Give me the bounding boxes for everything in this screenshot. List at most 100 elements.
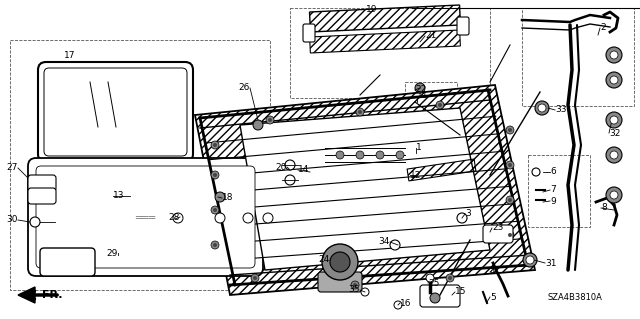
Circle shape (390, 240, 400, 250)
Text: 22: 22 (415, 85, 426, 94)
Text: SZA4B3810A: SZA4B3810A (548, 293, 603, 302)
Circle shape (415, 83, 425, 93)
Circle shape (523, 253, 537, 267)
Circle shape (508, 198, 512, 202)
Text: 26: 26 (239, 84, 250, 93)
Circle shape (322, 244, 358, 280)
Text: 8: 8 (601, 204, 607, 212)
Circle shape (356, 108, 364, 116)
Circle shape (213, 173, 217, 177)
Text: 28: 28 (168, 212, 180, 221)
Circle shape (396, 151, 404, 159)
Circle shape (211, 206, 219, 214)
Text: 23: 23 (492, 224, 504, 233)
Text: 21: 21 (425, 32, 436, 41)
Circle shape (285, 175, 295, 185)
Text: 2: 2 (600, 24, 605, 33)
Circle shape (353, 283, 357, 287)
Bar (528, 155, 590, 227)
Circle shape (448, 276, 452, 280)
Circle shape (610, 151, 618, 159)
Text: 31: 31 (545, 258, 557, 268)
FancyBboxPatch shape (318, 272, 362, 292)
Text: 3: 3 (465, 210, 471, 219)
Text: 24: 24 (319, 256, 330, 264)
Circle shape (376, 151, 384, 159)
Circle shape (457, 213, 467, 223)
Text: 32: 32 (609, 129, 620, 137)
Text: 14: 14 (298, 166, 309, 174)
FancyBboxPatch shape (420, 285, 460, 307)
FancyBboxPatch shape (44, 68, 187, 156)
Text: 4: 4 (490, 268, 495, 277)
FancyBboxPatch shape (28, 175, 56, 191)
Circle shape (606, 72, 622, 88)
Circle shape (213, 243, 217, 247)
Text: 19: 19 (366, 5, 378, 14)
Text: 29: 29 (107, 249, 118, 257)
Text: 35: 35 (349, 286, 360, 294)
Circle shape (436, 101, 444, 109)
Circle shape (606, 147, 622, 163)
Circle shape (610, 76, 618, 84)
Circle shape (251, 274, 259, 282)
Circle shape (606, 47, 622, 63)
Circle shape (215, 192, 225, 202)
Circle shape (508, 163, 512, 167)
Circle shape (243, 213, 253, 223)
Circle shape (285, 160, 295, 170)
Circle shape (606, 112, 622, 128)
Circle shape (538, 104, 546, 112)
Circle shape (526, 256, 534, 264)
Circle shape (211, 171, 219, 179)
Circle shape (506, 196, 514, 204)
Circle shape (266, 116, 274, 124)
Text: 16: 16 (400, 299, 412, 308)
Text: 1: 1 (416, 144, 422, 152)
Circle shape (506, 126, 514, 134)
Circle shape (430, 293, 440, 303)
Text: 9: 9 (550, 197, 556, 205)
Circle shape (211, 241, 219, 249)
Circle shape (532, 168, 540, 176)
Circle shape (508, 233, 512, 237)
Circle shape (426, 274, 434, 282)
Text: 34: 34 (379, 238, 390, 247)
Circle shape (610, 191, 618, 199)
Circle shape (606, 187, 622, 203)
Circle shape (330, 252, 350, 272)
Text: 25: 25 (428, 278, 440, 287)
Circle shape (358, 110, 362, 114)
Text: 18: 18 (222, 194, 234, 203)
Circle shape (173, 213, 183, 223)
Circle shape (508, 128, 512, 132)
Bar (522, 8, 634, 106)
Circle shape (356, 151, 364, 159)
Polygon shape (240, 108, 490, 270)
Text: 27: 27 (6, 164, 18, 173)
FancyBboxPatch shape (36, 166, 255, 268)
Circle shape (361, 288, 369, 296)
Text: 7: 7 (550, 186, 556, 195)
Circle shape (211, 141, 219, 149)
Text: 11: 11 (417, 92, 429, 100)
Circle shape (336, 151, 344, 159)
Circle shape (535, 101, 549, 115)
Circle shape (438, 103, 442, 107)
Text: 15: 15 (455, 287, 467, 296)
Text: 17: 17 (64, 50, 76, 60)
FancyBboxPatch shape (28, 188, 56, 204)
Text: 6: 6 (550, 167, 556, 176)
Circle shape (213, 208, 217, 212)
Text: 20: 20 (276, 162, 287, 172)
Polygon shape (195, 85, 535, 295)
Circle shape (394, 301, 402, 309)
Text: 12: 12 (410, 170, 421, 180)
Circle shape (253, 276, 257, 280)
Circle shape (610, 51, 618, 59)
Circle shape (446, 274, 454, 282)
Text: 5: 5 (490, 293, 496, 301)
Bar (290, 8, 490, 98)
Circle shape (263, 213, 273, 223)
Circle shape (253, 120, 263, 130)
